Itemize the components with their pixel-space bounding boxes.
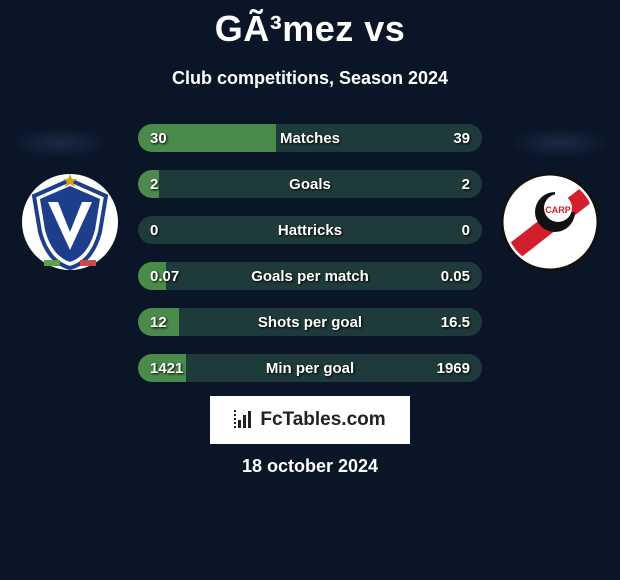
subtitle: Club competitions, Season 2024 xyxy=(0,68,620,89)
stat-label: Hattricks xyxy=(138,222,482,239)
stat-row: 22Goals xyxy=(138,170,482,198)
branding-chart-icon xyxy=(234,410,254,431)
stat-row: 1216.5Shots per goal xyxy=(138,308,482,336)
stat-label: Min per goal xyxy=(138,360,482,377)
stat-label: Goals per match xyxy=(138,268,482,285)
stat-row: 3039Matches xyxy=(138,124,482,152)
club-emblem-left xyxy=(20,172,120,272)
club-emblem-right: CARP xyxy=(500,172,600,272)
stats-table: 3039Matches 22Goals 00Hattricks 0.070.05Goa… xyxy=(138,124,482,382)
svg-text:CARP: CARP xyxy=(545,205,571,215)
stat-row: 0.070.05Goals per match xyxy=(138,262,482,290)
stat-label: Goals xyxy=(138,176,482,193)
branding-badge: FcTables.com xyxy=(210,396,410,444)
stat-label: Matches xyxy=(138,130,482,147)
date-label: 18 october 2024 xyxy=(0,456,620,477)
page-title: GÃ³mez vs xyxy=(0,0,620,50)
shadow-ellipse-right xyxy=(510,128,610,158)
branding-text: FcTables.com xyxy=(260,409,385,431)
stat-row: 00Hattricks xyxy=(138,216,482,244)
stat-row: 14211969Min per goal xyxy=(138,354,482,382)
shadow-ellipse-left xyxy=(10,128,110,158)
stat-label: Shots per goal xyxy=(138,314,482,331)
